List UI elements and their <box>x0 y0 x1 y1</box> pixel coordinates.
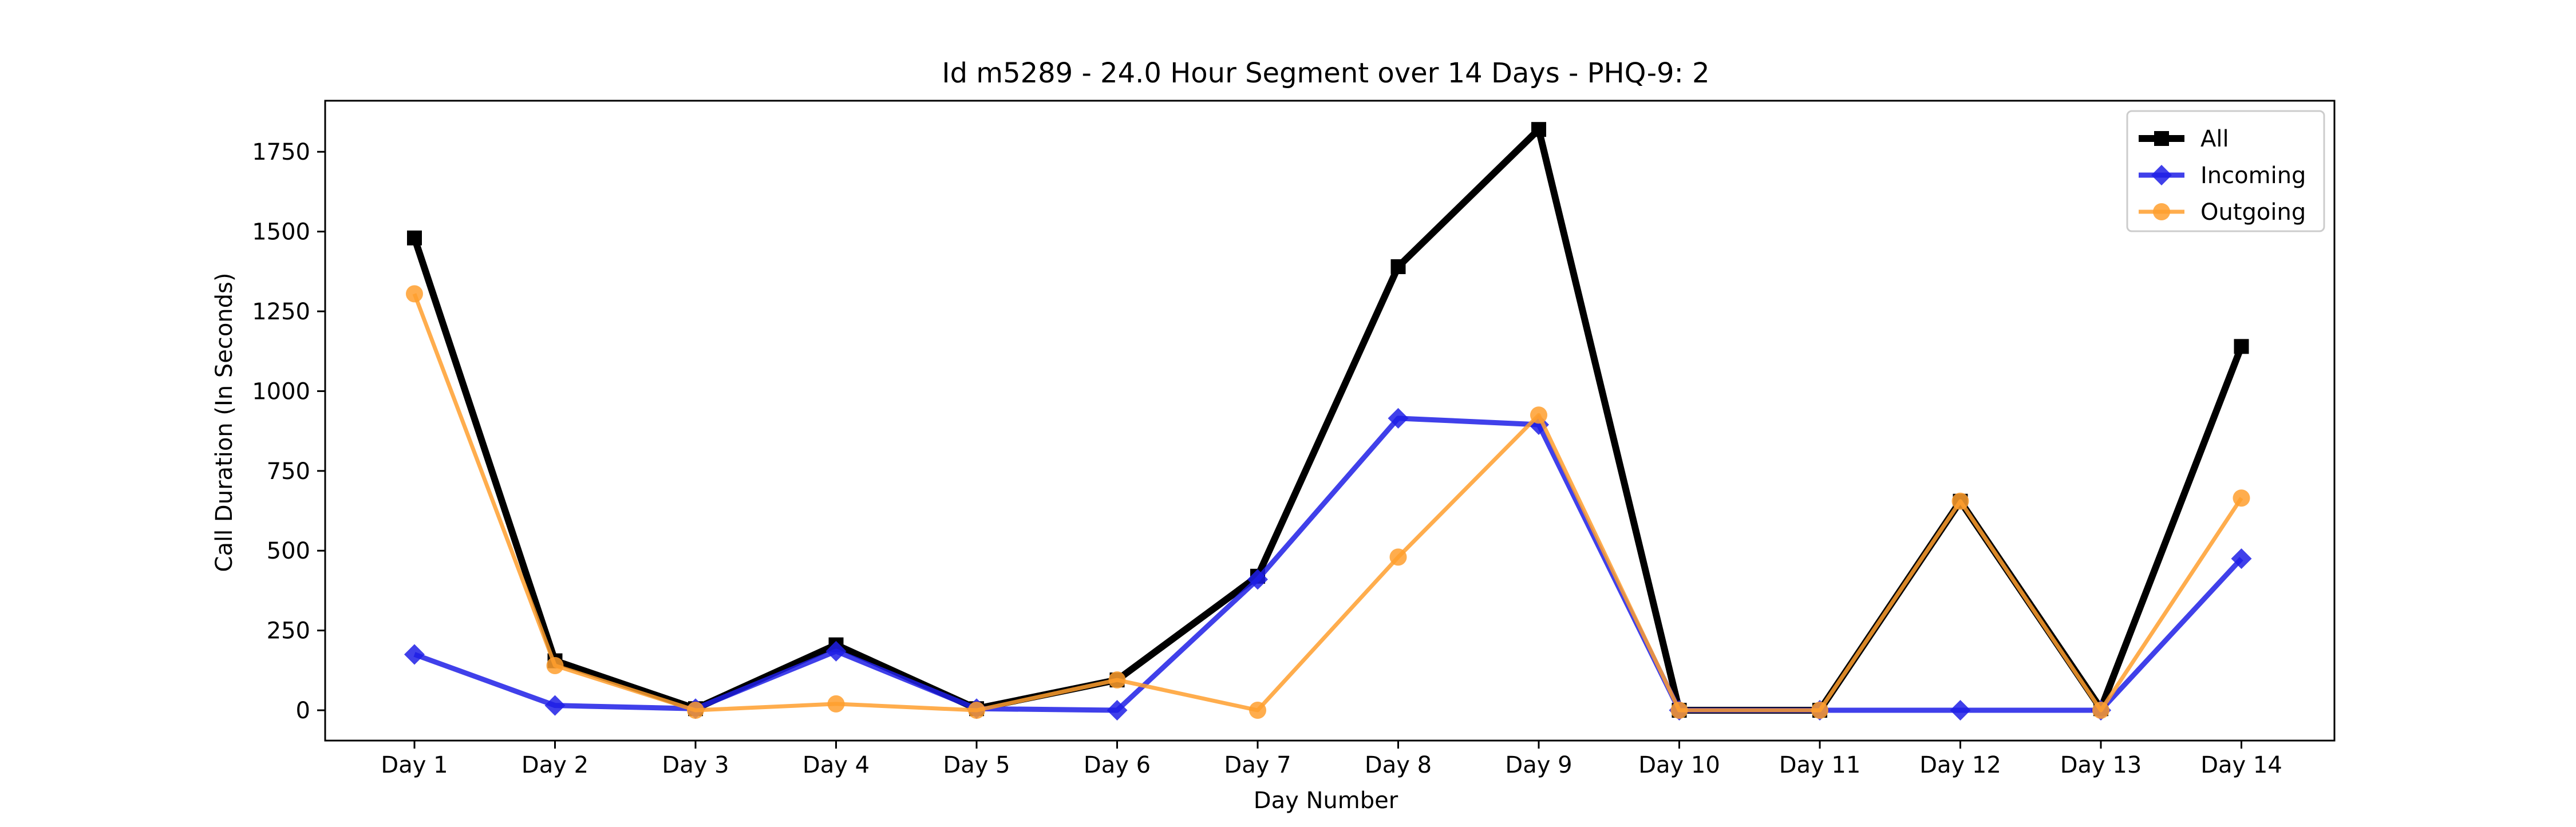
x-tick-label: Day 5 <box>943 752 1010 778</box>
data-point <box>827 695 845 713</box>
data-point <box>2233 489 2250 507</box>
data-point <box>2154 131 2169 146</box>
data-point <box>407 230 422 246</box>
data-point <box>1388 407 1409 429</box>
legend-label: All <box>2200 126 2229 152</box>
data-point <box>2153 203 2170 220</box>
y-tick-label: 250 <box>267 618 310 644</box>
data-point <box>406 285 423 303</box>
x-tick-label: Day 4 <box>803 752 870 778</box>
legend-item-incoming: Incoming <box>2139 163 2306 189</box>
data-point <box>2234 339 2249 354</box>
legend-label: Outgoing <box>2200 199 2306 225</box>
data-point <box>1108 671 1126 689</box>
y-tick-label: 500 <box>267 538 310 564</box>
data-point <box>2151 165 2172 185</box>
y-tick-label: 1750 <box>252 139 310 165</box>
y-tick-label: 1500 <box>252 219 310 246</box>
data-point <box>1531 122 1546 137</box>
data-point <box>2231 548 2252 569</box>
x-tick-label: Day 2 <box>521 752 588 778</box>
legend-item-all: All <box>2139 126 2229 152</box>
data-point <box>1950 700 1971 721</box>
data-point <box>2092 702 2109 719</box>
x-tick-label: Day 10 <box>1638 752 1720 778</box>
data-point <box>1247 569 1268 590</box>
x-axis-label: Day Number <box>1254 788 1398 814</box>
plot-frame <box>324 100 2336 742</box>
x-tick-label: Day 14 <box>2200 752 2282 778</box>
y-tick-label: 1250 <box>252 299 310 325</box>
data-point <box>968 702 985 719</box>
y-tick-label: 1000 <box>252 378 310 405</box>
data-point <box>1530 406 1547 424</box>
legend-item-outgoing: Outgoing <box>2139 199 2306 225</box>
x-tick-label: Day 9 <box>1505 752 1572 778</box>
x-tick-label: Day 1 <box>381 752 448 778</box>
data-point <box>404 644 425 665</box>
data-point <box>544 695 566 716</box>
series-line <box>412 293 2243 713</box>
data-point <box>1951 492 1969 510</box>
data-point <box>1249 702 1266 719</box>
y-tick-label: 750 <box>267 458 310 485</box>
data-point <box>546 656 564 674</box>
series-line <box>413 416 2243 713</box>
x-tick-label: Day 8 <box>1365 752 1432 778</box>
series-outgoing <box>406 285 2250 719</box>
legend-label: Incoming <box>2200 163 2306 189</box>
x-tick-label: Day 13 <box>2060 752 2142 778</box>
data-point <box>1107 700 1128 721</box>
legend: All Incoming Outgoing <box>2126 110 2325 232</box>
plot-area: 0 250 500 750 1000 1250 1500 1750 Day 1 Day 2 Day … <box>252 100 2336 778</box>
x-tick-label: Day 3 <box>662 752 729 778</box>
x-tick-label: Day 12 <box>1919 752 2001 778</box>
x-tick-label: Day 7 <box>1224 752 1291 778</box>
y-tick-label: 0 <box>296 698 310 724</box>
x-tick-label: Day 11 <box>1779 752 1861 778</box>
series-line <box>411 126 2245 714</box>
data-point <box>1670 702 1688 719</box>
series-incoming <box>404 407 2252 721</box>
series-all <box>407 122 2249 718</box>
y-axis-label: Call Duration (In Seconds) <box>211 273 238 572</box>
chart-title: Id m5289 - 24.0 Hour Segment over 14 Day… <box>942 57 1709 89</box>
data-point <box>1389 548 1407 566</box>
x-tick-label: Day 6 <box>1084 752 1151 778</box>
data-point <box>1390 259 1406 274</box>
data-point <box>825 640 847 662</box>
data-point <box>1811 702 1828 719</box>
data-point <box>687 702 704 719</box>
